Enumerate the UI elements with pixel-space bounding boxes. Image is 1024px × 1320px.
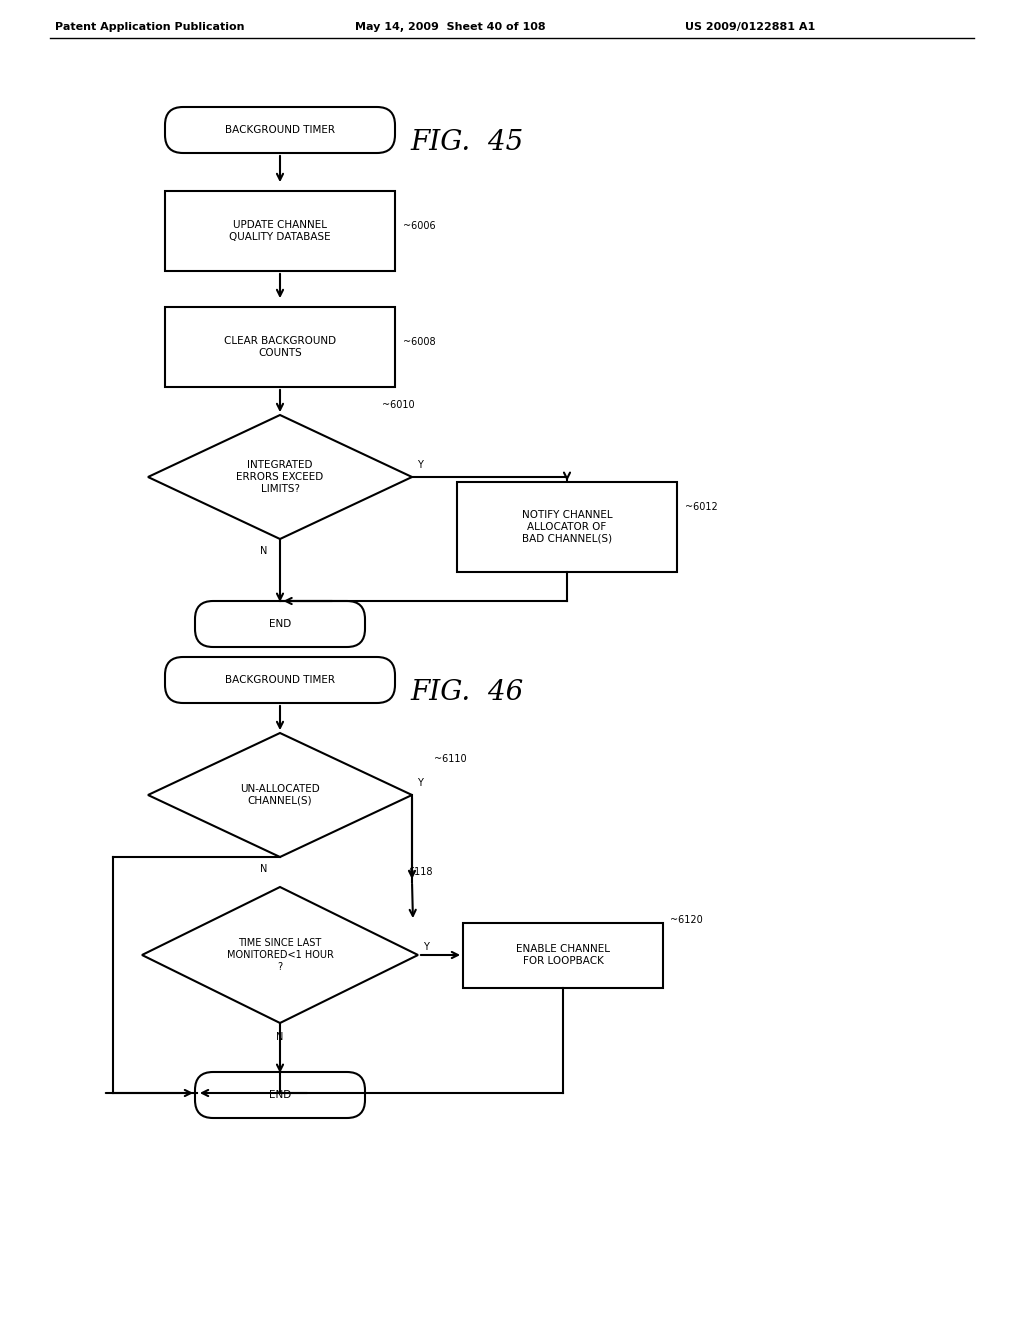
Text: FIG.  46: FIG. 46	[410, 678, 523, 705]
Text: ~6012: ~6012	[685, 502, 718, 512]
Text: May 14, 2009  Sheet 40 of 108: May 14, 2009 Sheet 40 of 108	[355, 22, 546, 32]
FancyBboxPatch shape	[165, 107, 395, 153]
Text: 6118: 6118	[408, 867, 432, 876]
Text: INTEGRATED
ERRORS EXCEED
LIMITS?: INTEGRATED ERRORS EXCEED LIMITS?	[237, 461, 324, 494]
Bar	[463, 923, 663, 987]
Polygon shape	[148, 733, 412, 857]
Bar	[165, 308, 395, 387]
FancyBboxPatch shape	[195, 601, 365, 647]
Text: UPDATE CHANNEL
QUALITY DATABASE: UPDATE CHANNEL QUALITY DATABASE	[229, 220, 331, 242]
Text: Y: Y	[417, 777, 423, 788]
Text: END: END	[269, 1090, 291, 1100]
Text: BACKGROUND TIMER: BACKGROUND TIMER	[225, 125, 335, 135]
Text: BACKGROUND TIMER: BACKGROUND TIMER	[225, 675, 335, 685]
Text: ~6008: ~6008	[403, 337, 435, 347]
FancyBboxPatch shape	[165, 657, 395, 704]
Text: END: END	[269, 619, 291, 630]
Text: Y: Y	[417, 459, 423, 470]
Bar	[165, 191, 395, 271]
Text: ~6110: ~6110	[434, 754, 467, 764]
FancyBboxPatch shape	[195, 1072, 365, 1118]
Text: ~6120: ~6120	[670, 915, 702, 925]
Text: Y: Y	[423, 942, 429, 952]
Text: UN-ALLOCATED
CHANNEL(S): UN-ALLOCATED CHANNEL(S)	[240, 784, 319, 805]
Text: N: N	[260, 546, 267, 556]
Text: US 2009/0122881 A1: US 2009/0122881 A1	[685, 22, 815, 32]
Text: N: N	[260, 865, 267, 874]
Text: ~6006: ~6006	[403, 220, 435, 231]
Text: ENABLE CHANNEL
FOR LOOPBACK: ENABLE CHANNEL FOR LOOPBACK	[516, 944, 610, 966]
Text: N: N	[276, 1032, 284, 1041]
Bar	[457, 482, 677, 572]
Text: FIG.  45: FIG. 45	[410, 128, 523, 156]
Polygon shape	[148, 414, 412, 539]
Text: TIME SINCE LAST
MONITORED<1 HOUR
?: TIME SINCE LAST MONITORED<1 HOUR ?	[226, 939, 334, 972]
Text: ~6010: ~6010	[382, 400, 415, 411]
Text: CLEAR BACKGROUND
COUNTS: CLEAR BACKGROUND COUNTS	[224, 337, 336, 358]
Text: NOTIFY CHANNEL
ALLOCATOR OF
BAD CHANNEL(S): NOTIFY CHANNEL ALLOCATOR OF BAD CHANNEL(…	[521, 511, 612, 544]
Polygon shape	[142, 887, 418, 1023]
Text: Patent Application Publication: Patent Application Publication	[55, 22, 245, 32]
